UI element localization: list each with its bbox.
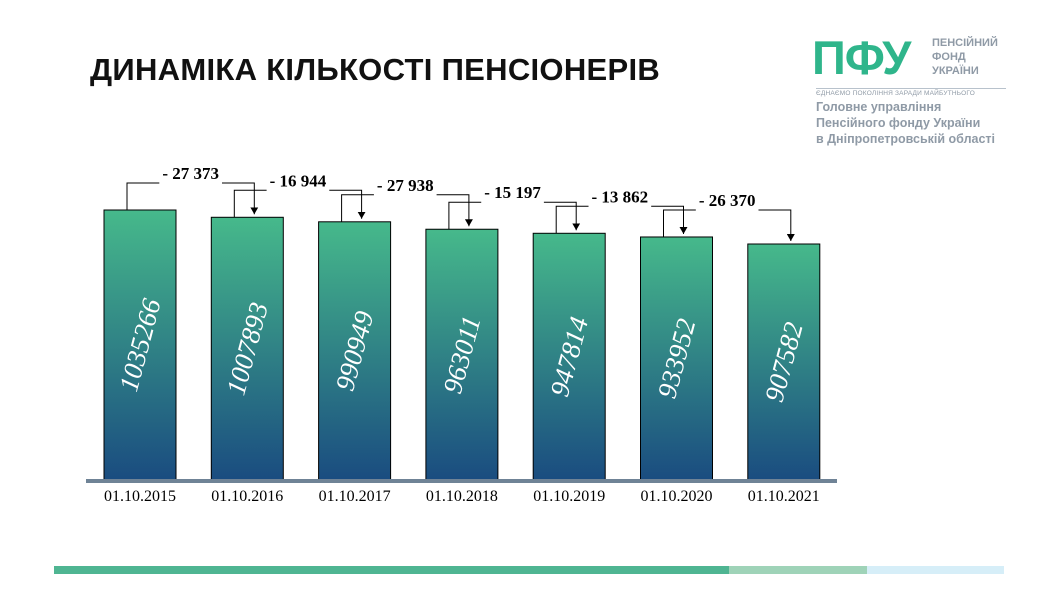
x-tick-label: 01.10.2019	[533, 488, 605, 505]
logo-subtitle-line: в Дніпропетровській області	[816, 132, 996, 146]
change-label: - 27 938	[377, 176, 434, 195]
logo-subtitle-line: Головне управління	[816, 100, 942, 114]
logo-name-line: ПЕНСІЙНИЙ	[932, 37, 998, 49]
logo-name: ПЕНСІЙНИЙ ФОНД УКРАЇНИ	[932, 36, 998, 78]
logo-name-line: УКРАЇНИ	[932, 65, 979, 77]
x-tick-label: 01.10.2016	[211, 488, 283, 505]
change-label: - 27 373	[162, 164, 219, 183]
footer-band-light-blue	[867, 566, 1004, 574]
change-label-background	[373, 192, 437, 197]
x-tick-label: 01.10.2015	[104, 488, 176, 505]
bar-01.10.2017	[318, 221, 392, 481]
change-label: - 26 370	[699, 191, 756, 210]
change-label-background	[266, 188, 330, 193]
bar-01.10.2021	[747, 243, 821, 481]
logo-divider	[816, 88, 1006, 89]
footer-band-light-green	[729, 566, 867, 574]
footer-band-green	[54, 566, 729, 574]
x-tick-label: 01.10.2017	[319, 488, 391, 505]
slide-title: ДИНАМІКА КІЛЬКОСТІ ПЕНСІОНЕРІВ	[90, 52, 661, 87]
change-label: - 13 862	[592, 187, 649, 206]
logo-mark: ПФУ	[812, 31, 911, 84]
change-label: - 15 197	[484, 183, 541, 202]
logo-name-line: ФОНД	[932, 51, 966, 63]
logo-slogan: ЄДНАЄМО ПОКОЛІННЯ ЗАРАДИ МАЙБУТНЬОГО	[816, 90, 975, 97]
bar-01.10.2018	[425, 228, 499, 481]
logo-subtitle: Головне управління Пенсійного фонду Укра…	[816, 99, 995, 147]
x-tick-label: 01.10.2020	[641, 488, 713, 505]
change-label: - 16 944	[270, 171, 327, 190]
change-connector	[663, 209, 795, 241]
pfu-logo: ПФУ ПЕНСІЙНИЙ ФОНД УКРАЇНИ ЄДНАЄМО ПОКОЛ…	[812, 32, 1052, 152]
x-tick-label: 01.10.2018	[426, 488, 498, 505]
change-label-background	[588, 204, 652, 209]
bar-01.10.2019	[532, 232, 606, 481]
change-label-background	[481, 200, 544, 205]
bar-01.10.2015	[103, 209, 177, 481]
x-tick-label: 01.10.2021	[748, 488, 820, 505]
bar-01.10.2020	[640, 236, 713, 481]
change-label-background	[159, 181, 222, 185]
x-axis-baseline	[86, 479, 837, 483]
change-label-background	[695, 207, 759, 212]
bar-01.10.2016	[210, 216, 284, 481]
logo-subtitle-line: Пенсійного фонду України	[816, 116, 981, 130]
